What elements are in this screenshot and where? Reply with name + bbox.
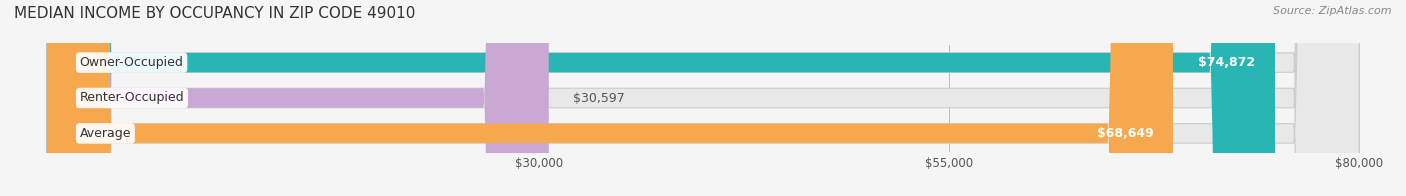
FancyBboxPatch shape xyxy=(46,0,548,196)
Text: $74,872: $74,872 xyxy=(1198,56,1256,69)
FancyBboxPatch shape xyxy=(46,0,1275,196)
Text: Owner-Occupied: Owner-Occupied xyxy=(80,56,184,69)
Text: $30,597: $30,597 xyxy=(574,92,626,104)
FancyBboxPatch shape xyxy=(46,0,1173,196)
Text: Source: ZipAtlas.com: Source: ZipAtlas.com xyxy=(1274,6,1392,16)
FancyBboxPatch shape xyxy=(46,0,1360,196)
Text: MEDIAN INCOME BY OCCUPANCY IN ZIP CODE 49010: MEDIAN INCOME BY OCCUPANCY IN ZIP CODE 4… xyxy=(14,6,415,21)
Text: Average: Average xyxy=(80,127,131,140)
Text: Renter-Occupied: Renter-Occupied xyxy=(80,92,184,104)
FancyBboxPatch shape xyxy=(46,0,1360,196)
FancyBboxPatch shape xyxy=(46,0,1360,196)
Text: $68,649: $68,649 xyxy=(1097,127,1153,140)
